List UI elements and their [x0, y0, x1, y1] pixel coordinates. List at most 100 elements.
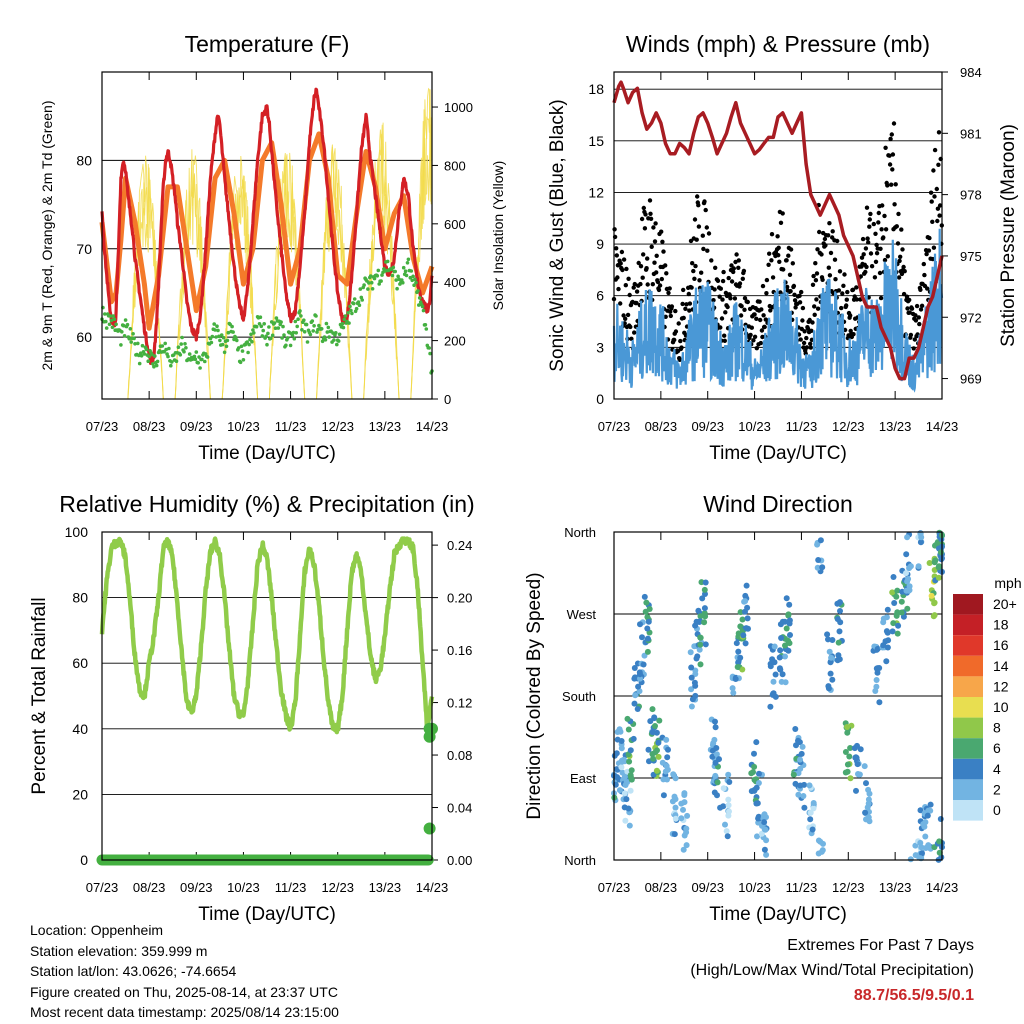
- dewpoint-point: [109, 318, 114, 323]
- gust-point: [720, 297, 725, 302]
- dewpoint-point: [404, 273, 409, 278]
- y-tick-label: 18: [588, 81, 604, 97]
- x-tick-label: 12/23: [832, 419, 865, 434]
- direction-point: [782, 642, 788, 649]
- dewpoint-point: [182, 349, 186, 354]
- direction-point: [894, 630, 901, 637]
- gust-point: [778, 220, 784, 225]
- direction-point: [740, 632, 747, 639]
- direction-point: [814, 564, 821, 571]
- direction-point: [898, 609, 905, 616]
- direction-point: [697, 634, 704, 641]
- gust-point: [913, 313, 918, 318]
- gust-point: [673, 308, 678, 314]
- y2-tick-label: 0.16: [447, 643, 472, 658]
- direction-point: [836, 628, 843, 635]
- direction-point: [722, 821, 728, 828]
- dewpoint-point: [357, 303, 362, 308]
- gust-point: [787, 272, 793, 277]
- dewpoint-point: [170, 360, 174, 364]
- dewpoint-point: [409, 269, 414, 273]
- gust-point: [713, 265, 718, 270]
- gust-point: [720, 278, 726, 284]
- direction-point: [846, 753, 853, 760]
- direction-point: [872, 688, 879, 694]
- gust-point: [908, 332, 914, 338]
- dewpoint-point: [184, 346, 188, 350]
- direction-point: [745, 625, 751, 632]
- direction-point: [618, 745, 625, 752]
- y2-tick-label: 978: [960, 188, 982, 203]
- x-tick-label: 10/23: [227, 419, 260, 434]
- direction-xlabel: Time (Day/UTC): [709, 904, 847, 925]
- direction-point: [776, 654, 783, 661]
- dewpoint-point: [224, 344, 229, 349]
- extremes-values: 88.7/56.5/9.5/0.1: [853, 987, 974, 1004]
- gust-point: [632, 281, 637, 287]
- dewpoint-point: [254, 324, 259, 329]
- direction-point: [751, 763, 758, 770]
- direction-point: [627, 772, 634, 779]
- legend-label: 0: [993, 802, 1001, 818]
- direction-point: [827, 670, 834, 677]
- direction-point: [627, 787, 634, 794]
- dewpoint-point: [164, 347, 168, 352]
- gust-point: [797, 300, 803, 305]
- gust-point: [860, 236, 866, 242]
- direction-point: [864, 804, 871, 811]
- y2-tick-label: 0.12: [447, 696, 472, 711]
- direction-point: [681, 790, 688, 797]
- gust-point: [696, 203, 701, 208]
- dewpoint-point: [424, 327, 429, 331]
- dewpoint-point: [428, 351, 432, 356]
- direction-point: [785, 637, 792, 644]
- gust-point: [684, 302, 689, 307]
- dewpoint-point: [311, 329, 316, 333]
- x-tick-label: 11/23: [275, 880, 307, 895]
- direction-point: [625, 726, 632, 733]
- direction-point: [865, 814, 872, 821]
- pressure-line: [612, 80, 944, 381]
- legend-title: mph: [994, 575, 1021, 591]
- gust-point: [694, 237, 699, 242]
- gust-point: [937, 213, 942, 218]
- dewpoint-point: [236, 346, 241, 350]
- direction-point: [681, 832, 688, 839]
- direction-point: [716, 756, 722, 763]
- dewpoint-point: [121, 323, 126, 328]
- y2-tick-label: 972: [960, 310, 982, 325]
- dewpoint-point: [193, 357, 198, 362]
- gust-point: [813, 278, 819, 283]
- dewpoint-point: [151, 362, 155, 366]
- dewpoint-point: [196, 361, 200, 365]
- gust-point: [752, 312, 757, 317]
- dewpoint-point: [320, 339, 325, 344]
- direction-point: [730, 689, 737, 696]
- dewpoint-point: [356, 300, 361, 304]
- gust-point: [922, 272, 927, 278]
- dewpoint-point: [400, 278, 404, 282]
- direction-point: [891, 600, 898, 606]
- solar-insolation-line: [174, 149, 211, 400]
- gust-point: [729, 263, 734, 268]
- gust-point: [742, 296, 748, 301]
- direction-point: [810, 805, 817, 812]
- gust-point: [864, 205, 870, 210]
- direction-point: [783, 625, 790, 632]
- direction-point: [688, 674, 695, 681]
- gust-point: [764, 291, 769, 296]
- direction-point: [842, 749, 849, 755]
- gust-point: [615, 275, 620, 280]
- direction-title: Wind Direction: [703, 491, 853, 517]
- direction-point: [866, 790, 873, 797]
- direction-point: [783, 595, 790, 602]
- direction-point: [709, 753, 716, 760]
- direction-point: [678, 815, 685, 822]
- direction-point: [613, 750, 620, 757]
- dewpoint-point: [348, 304, 352, 309]
- gust-point: [888, 136, 893, 142]
- dewpoint-point: [314, 314, 318, 318]
- direction-point: [643, 599, 650, 606]
- x-tick-label: 11/23: [275, 419, 307, 434]
- direction-point: [695, 607, 702, 614]
